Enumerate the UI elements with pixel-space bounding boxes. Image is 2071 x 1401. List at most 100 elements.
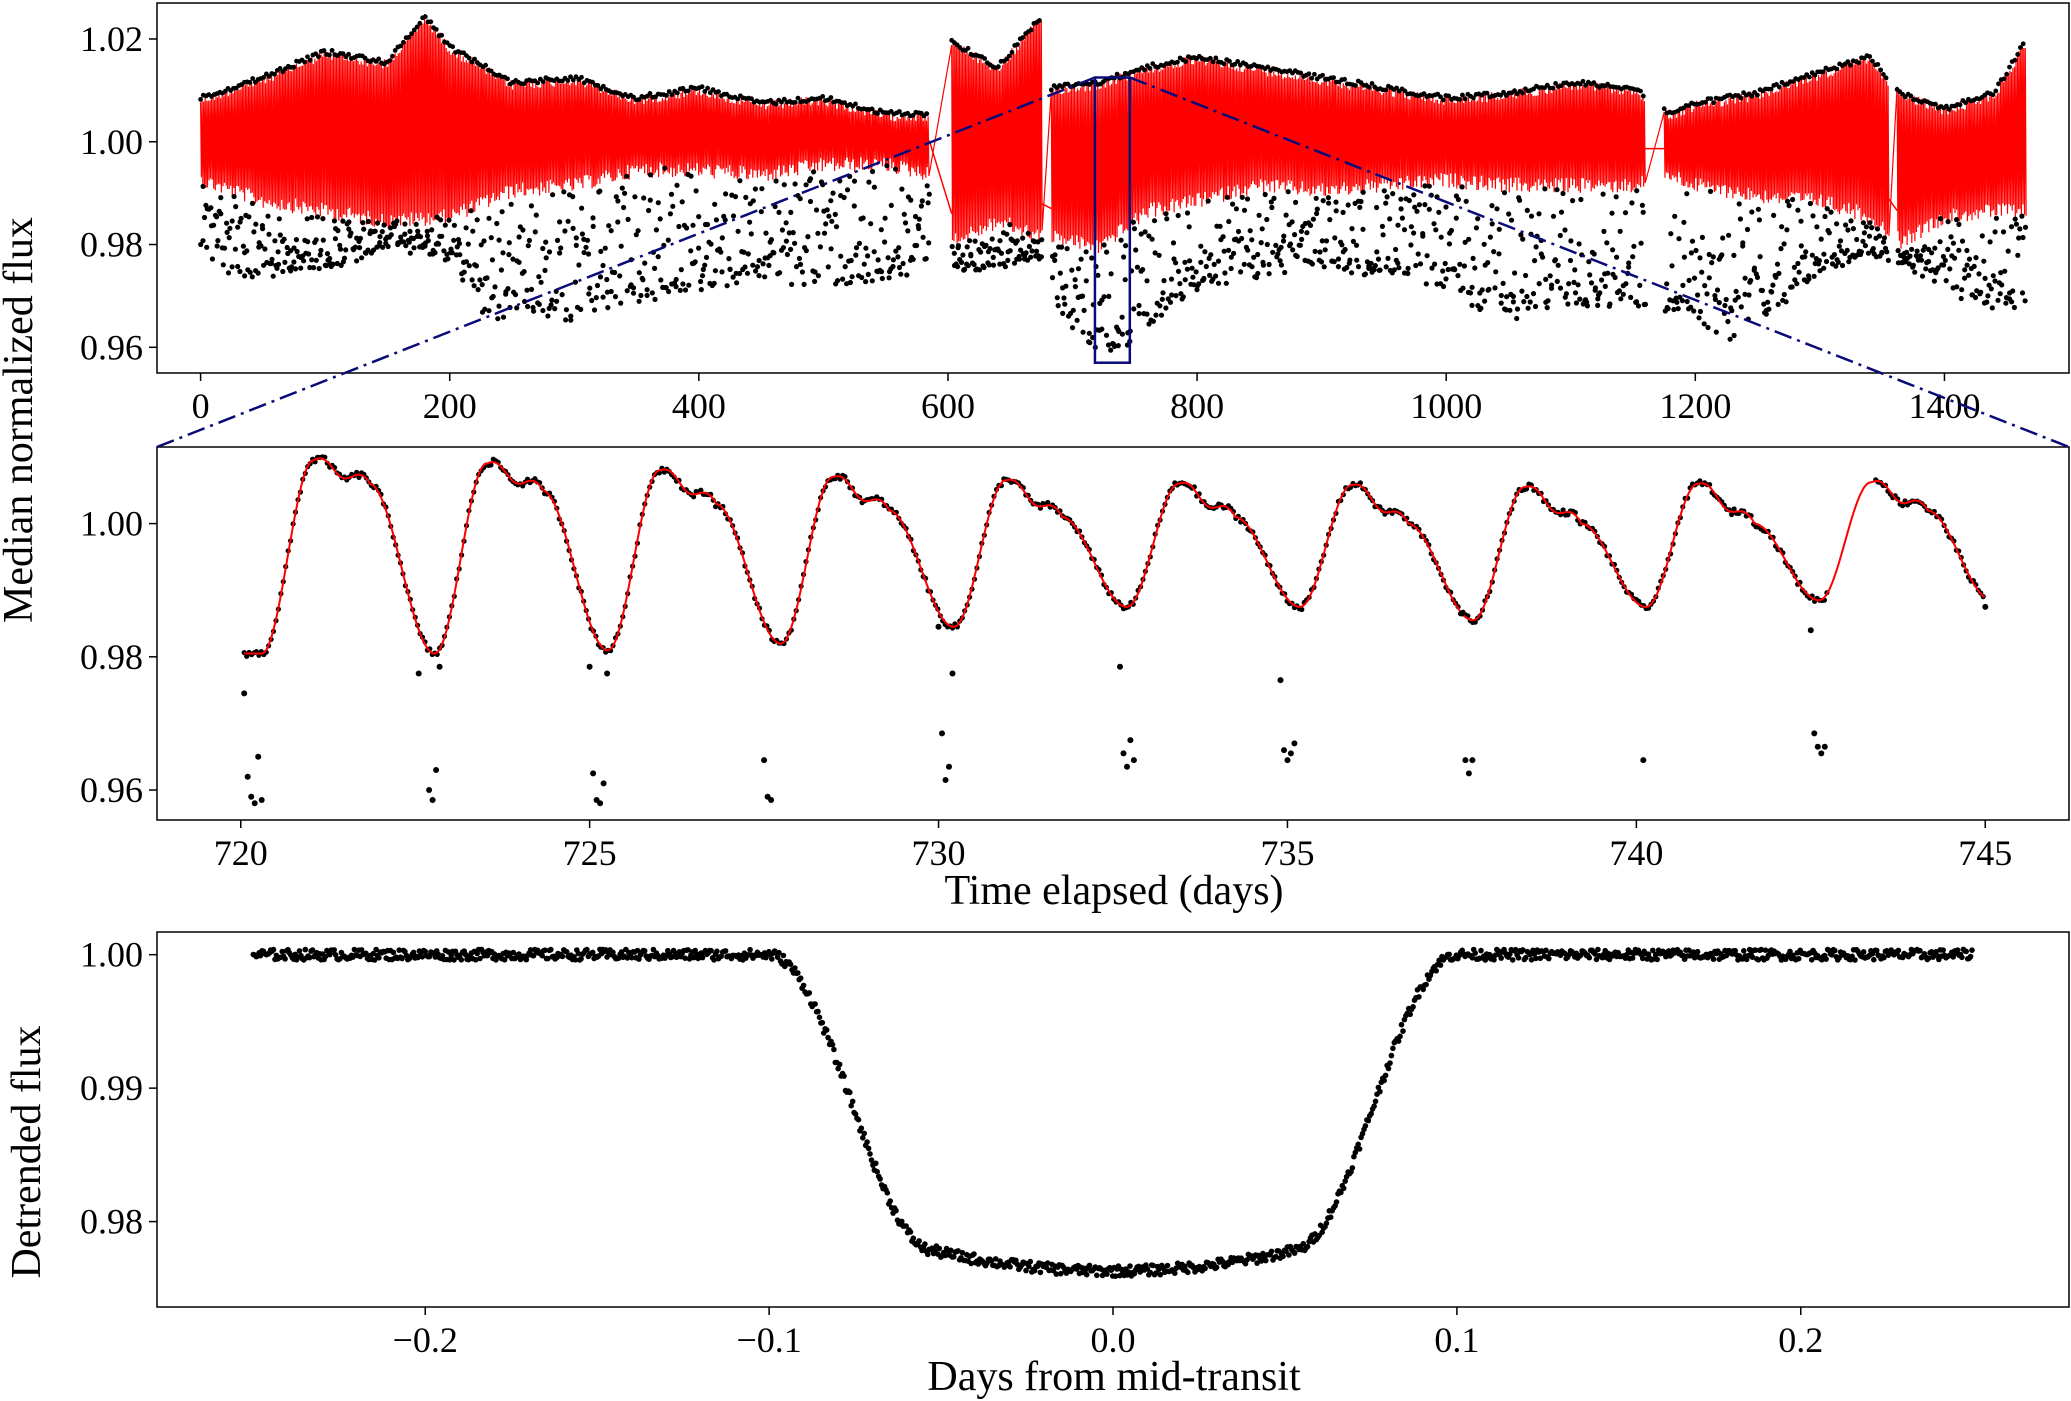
full-flux-point <box>1478 305 1484 311</box>
full-flux-point <box>1498 292 1504 299</box>
full-flux-point <box>309 257 315 263</box>
full-flux-point <box>1118 237 1124 243</box>
full-flux-point <box>1973 255 1979 261</box>
full-flux-point <box>1929 250 1935 256</box>
fold-flux-point <box>835 1065 841 1072</box>
full-flux-point <box>332 236 338 242</box>
full-flux-point <box>1479 287 1485 293</box>
full-flux-point <box>1470 255 1476 261</box>
fold-flux-point <box>795 970 801 976</box>
full-flux-point <box>1737 216 1743 222</box>
full-flux-point <box>200 238 206 244</box>
full-flux-point <box>893 248 899 254</box>
full-flux-point <box>549 297 555 303</box>
full-flux-point <box>220 262 226 268</box>
fold-flux-point <box>1446 951 1452 958</box>
zoom-transit-point <box>935 623 942 630</box>
fold-flux-point <box>951 1254 957 1260</box>
full-flux-point <box>1510 299 1516 305</box>
fold-flux-point <box>959 1249 966 1256</box>
fold-flux-point <box>887 1198 893 1204</box>
full-flux-point <box>1761 301 1767 307</box>
full-flux-point <box>1183 59 1188 64</box>
full-flux-point <box>1131 306 1137 312</box>
full-flux-point <box>1601 228 1607 234</box>
full-flux-point <box>1391 267 1397 273</box>
zoom-connector-right <box>1129 76 2070 449</box>
full-flux-point <box>593 295 599 301</box>
zoom-ytick-label: 1.00 <box>80 504 143 544</box>
full-flux-point <box>1177 281 1183 287</box>
full-flux-point <box>1876 233 1883 239</box>
fold-flux-point <box>426 953 433 960</box>
full-flux-point <box>1669 263 1675 269</box>
full-flux-point <box>1061 295 1067 301</box>
full-flux-point <box>314 214 321 220</box>
full-flux-point <box>2013 221 2019 227</box>
full-flux-point <box>563 307 570 313</box>
full-flux-point <box>473 263 479 269</box>
full-flux-point <box>1988 286 1994 292</box>
full-flux-point <box>1342 76 1347 82</box>
full-flux-point <box>486 215 492 221</box>
fold-flux-point <box>306 954 313 961</box>
zoom-flux-point <box>354 469 360 475</box>
full-flux-point <box>669 92 675 98</box>
fold-flux-point <box>1469 955 1476 961</box>
full-flux-point <box>526 237 533 244</box>
full-flux-point <box>269 256 275 262</box>
full-flux-point <box>849 274 855 280</box>
fold-flux-point <box>829 1041 836 1048</box>
full-flux-point <box>505 76 510 82</box>
full-flux-point <box>1142 67 1147 73</box>
zoom-transit-point <box>1124 763 1130 770</box>
full-flux-point <box>1672 213 1678 219</box>
fold-ytick-label: 1.00 <box>80 935 143 975</box>
full-flux-point <box>1083 278 1089 284</box>
full-flux-point <box>1543 276 1549 282</box>
fold-xtick-label: 0.0 <box>1091 1320 1136 1360</box>
full-flux-point <box>1691 308 1697 314</box>
fold-flux-point <box>1694 948 1701 955</box>
full-flux-point <box>1167 299 1174 305</box>
zoom-flux-point <box>1731 506 1737 512</box>
fold-flux-point <box>1416 994 1422 1000</box>
full-flux-point <box>792 100 798 105</box>
fold-flux-point <box>1053 1271 1060 1277</box>
fold-flux-point <box>776 949 782 956</box>
full-flux-point <box>1333 199 1339 205</box>
full-flux-point <box>1588 280 1595 286</box>
full-flux-point <box>2022 298 2028 304</box>
fold-flux-point <box>1286 1252 1292 1258</box>
full-flux-point <box>590 223 596 229</box>
full-flux-point <box>1976 271 1982 277</box>
full-flux-point <box>1755 92 1760 98</box>
zoom-box <box>1093 76 1132 364</box>
full-flux-point <box>1253 275 1260 281</box>
fold-flux-point <box>1472 950 1478 956</box>
full-flux-point <box>1164 216 1170 222</box>
full-flux-point <box>1514 306 1521 312</box>
full-flux-point <box>1981 258 1987 264</box>
full-flux-point <box>1440 283 1447 290</box>
full-flux-point <box>1586 259 1592 265</box>
full-flux-point <box>1856 60 1862 66</box>
full-flux-point <box>1626 264 1632 270</box>
zoom-frame <box>156 446 2070 821</box>
fold-flux-point <box>867 1151 873 1157</box>
full-flux-point <box>699 84 705 90</box>
full-flux-point <box>235 263 241 270</box>
full-flux-point <box>398 43 403 49</box>
full-flux-point <box>516 234 522 240</box>
full-flux-point <box>743 194 749 200</box>
full-flux-point <box>359 255 365 261</box>
full-flux-point <box>411 27 417 33</box>
full-flux-point <box>1119 331 1125 337</box>
full-flux-point <box>1530 291 1537 297</box>
full-flux-point <box>1671 306 1677 313</box>
full-flux-point <box>1583 82 1589 88</box>
full-flux-point <box>1926 258 1932 265</box>
full-flux-point <box>1196 281 1202 287</box>
full-flux-point <box>885 255 891 261</box>
